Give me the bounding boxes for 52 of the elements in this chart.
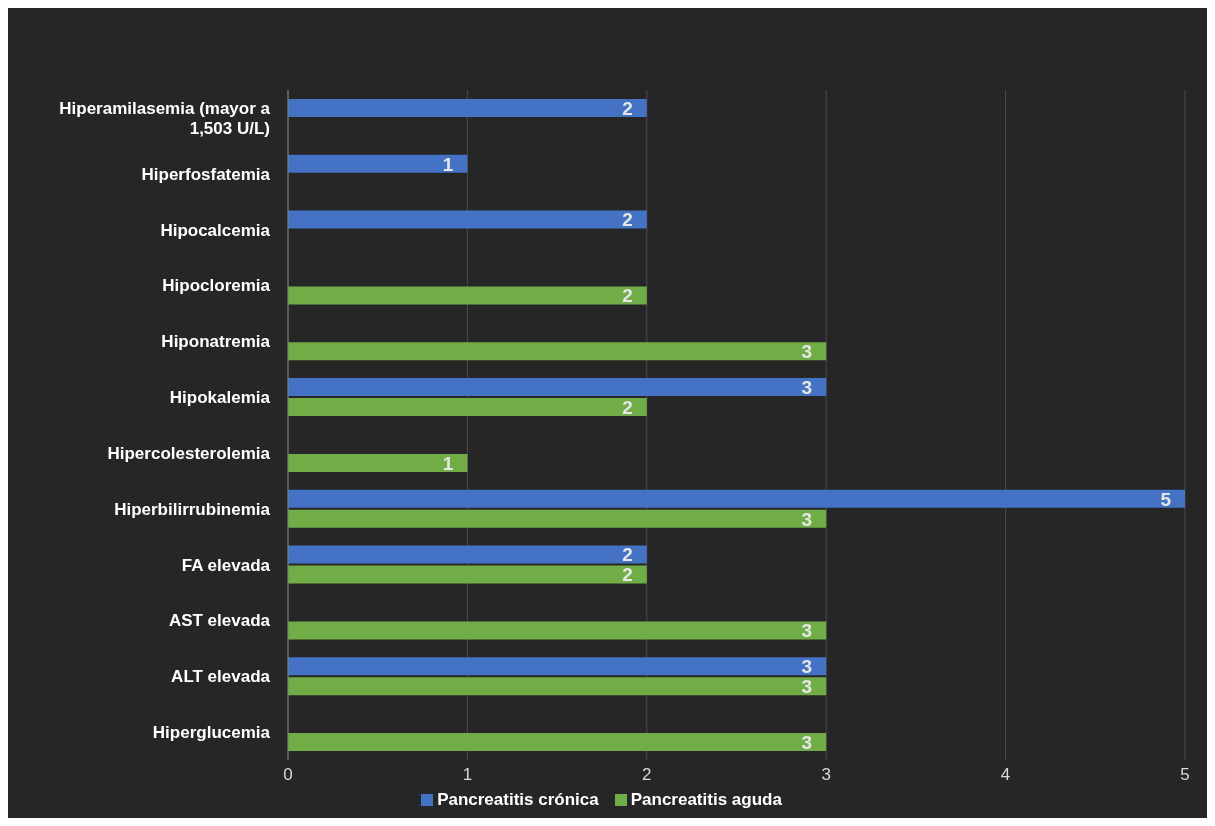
bar bbox=[288, 342, 827, 361]
data-label: 3 bbox=[801, 676, 813, 698]
y-tick-label: Hipocalcemia bbox=[160, 220, 271, 240]
data-label: 2 bbox=[622, 396, 633, 418]
legend-label: Pancreatitis aguda bbox=[629, 790, 782, 810]
y-tick-label: Hipercolesterolemia bbox=[107, 443, 271, 463]
data-label: 3 bbox=[801, 508, 813, 530]
bar bbox=[288, 453, 468, 472]
bar bbox=[288, 545, 647, 564]
x-tick-label: 0 bbox=[283, 765, 293, 785]
x-tick-label: 4 bbox=[1000, 765, 1011, 785]
data-label: 3 bbox=[801, 341, 813, 363]
bar bbox=[288, 657, 827, 676]
data-label: 2 bbox=[622, 285, 633, 307]
y-tick-label: Hiponatremia bbox=[161, 332, 271, 352]
data-label: 2 bbox=[622, 544, 633, 566]
bar bbox=[288, 677, 827, 696]
y-tick-label: Hipocloremia bbox=[162, 276, 271, 296]
y-tick-label: Hiperbilirrubinemia bbox=[114, 499, 271, 519]
data-label: 2 bbox=[622, 209, 633, 231]
bar bbox=[288, 398, 647, 417]
data-label: 2 bbox=[622, 97, 633, 119]
bar bbox=[288, 286, 647, 305]
data-label: 1 bbox=[442, 452, 454, 474]
bar bbox=[288, 378, 827, 397]
y-tick-label: AST elevada bbox=[168, 611, 271, 631]
data-label: 1 bbox=[442, 153, 454, 175]
bar bbox=[288, 509, 827, 528]
data-label: 5 bbox=[1160, 488, 1172, 510]
bar bbox=[288, 98, 647, 117]
x-tick-label: 1 bbox=[462, 765, 473, 785]
y-tick-label: FA elevada bbox=[181, 555, 271, 575]
bar bbox=[288, 565, 647, 584]
data-label: 3 bbox=[801, 620, 813, 642]
y-tick-label: Hiperamilasemia (mayor a 1,503 U/L) bbox=[59, 98, 271, 138]
data-label: 3 bbox=[801, 731, 813, 753]
legend-label: Pancreatitis crónica bbox=[436, 790, 599, 810]
y-tick-label: ALT elevada bbox=[171, 667, 271, 687]
y-tick-label: Hipokalemia bbox=[169, 388, 271, 408]
data-label: 2 bbox=[622, 564, 633, 586]
bar bbox=[288, 154, 468, 173]
y-tick-label: Hiperglucemia bbox=[152, 723, 271, 743]
bar bbox=[288, 210, 647, 229]
x-tick-label: 5 bbox=[1180, 765, 1190, 785]
x-tick-label: 2 bbox=[642, 765, 652, 785]
bar bbox=[288, 733, 827, 752]
data-label: 3 bbox=[801, 656, 813, 678]
data-label: 3 bbox=[801, 376, 813, 398]
bar bbox=[288, 621, 827, 640]
x-tick-label: 3 bbox=[821, 765, 831, 785]
y-tick-label: Hiperfosfatemia bbox=[141, 164, 271, 184]
bar bbox=[288, 489, 1185, 508]
